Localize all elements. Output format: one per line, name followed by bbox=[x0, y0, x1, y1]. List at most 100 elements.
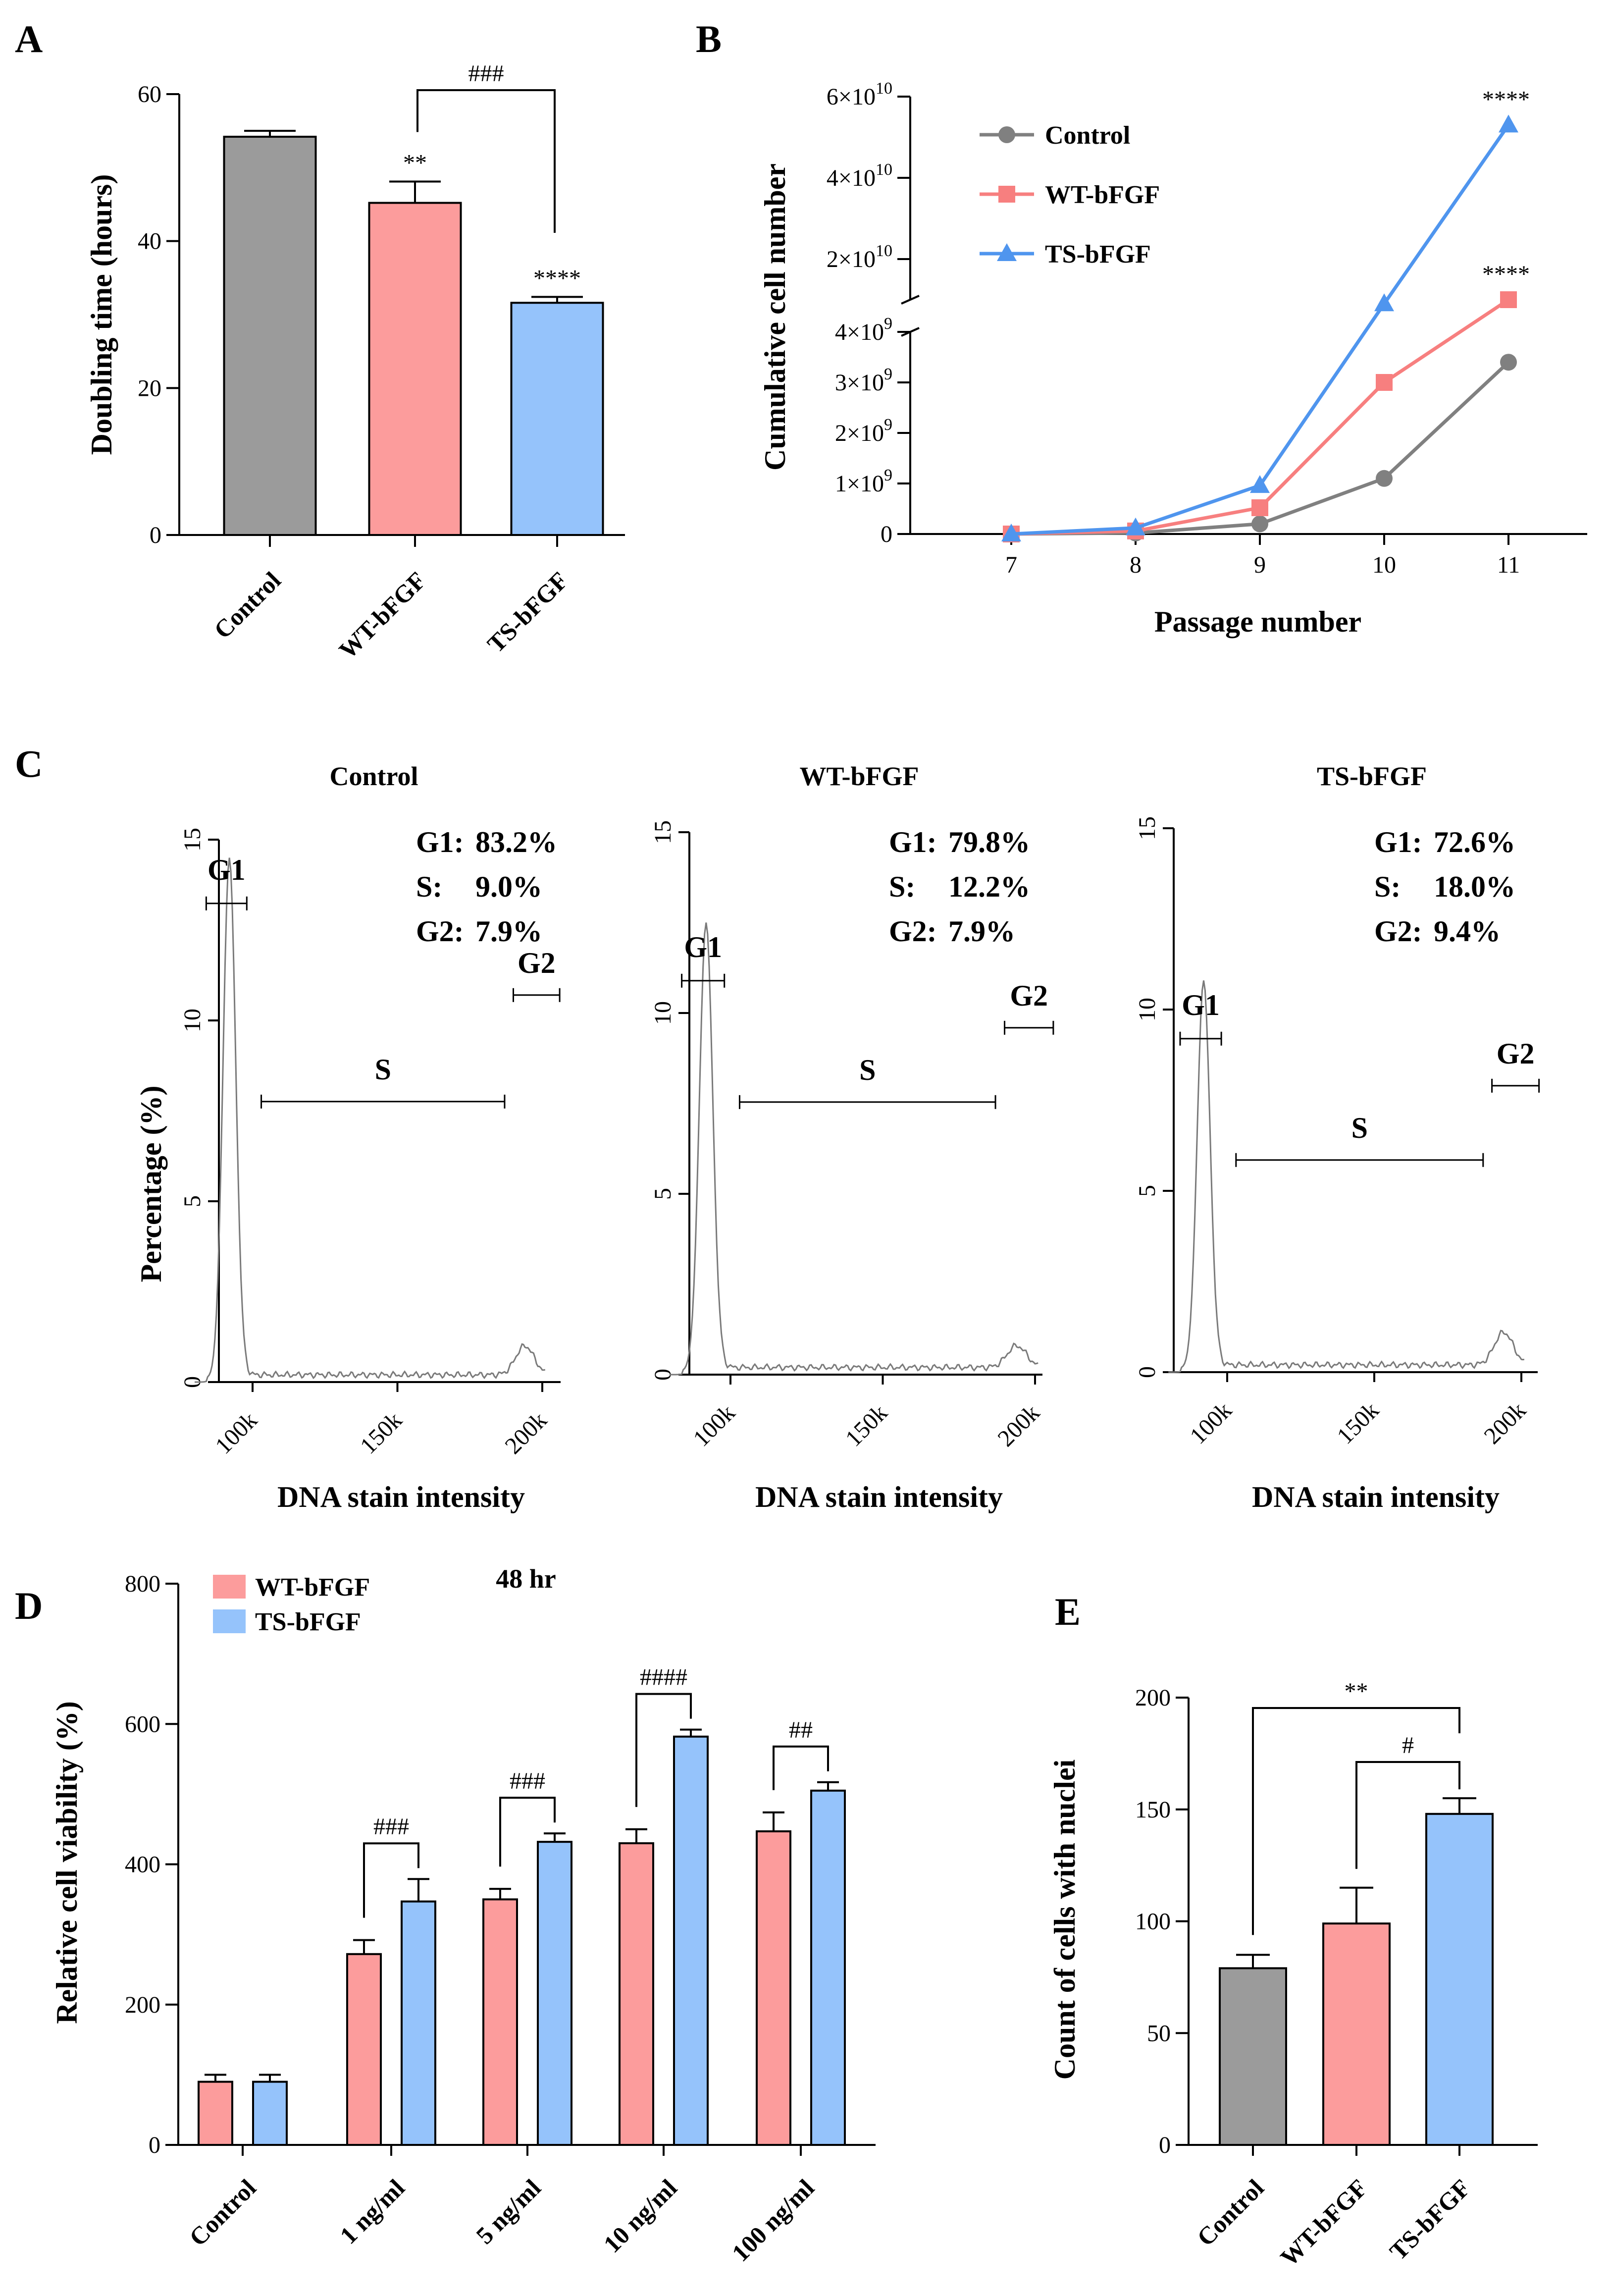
panel-c-y-title: Percentage (%) bbox=[135, 1085, 167, 1282]
panel-d-y-title: Relative cell viability (%) bbox=[51, 1701, 83, 2024]
panel-d-bracket-3: #### bbox=[635, 1664, 692, 1807]
gate-g2-label: G2 bbox=[518, 947, 556, 979]
panel-c-x-title: DNA stain intensity bbox=[1252, 1481, 1500, 1513]
panel-c-histogram-curve bbox=[195, 857, 546, 1383]
panel-c-x-tick-label: 150k bbox=[840, 1399, 892, 1451]
panel-c-x-title: DNA stain intensity bbox=[277, 1481, 525, 1513]
panel-c-x-title: DNA stain intensity bbox=[755, 1481, 1003, 1513]
panel-c-histogram-title: Control bbox=[329, 761, 418, 791]
panel-d-bar-1-4 bbox=[810, 1789, 846, 2146]
panel-c-x-tick-label: 200k bbox=[1479, 1397, 1531, 1449]
panel-d-y-tick-label: 0 bbox=[149, 2132, 160, 2158]
panel-a-y-tick-label: 40 bbox=[138, 228, 161, 255]
panel-c-phase-value: 83.2% bbox=[475, 826, 557, 858]
panel-c-y-tick-label: 15 bbox=[1134, 816, 1160, 840]
panel-d-bracket-1: ### bbox=[363, 1814, 419, 1918]
panel-b-legend-label-0: Control bbox=[1045, 121, 1130, 150]
panel-d-legend-swatch-0 bbox=[213, 1575, 246, 1599]
panel-b-legend-marker-0 bbox=[998, 126, 1015, 143]
panel-c-y-tick-label: 5 bbox=[179, 1195, 206, 1207]
gate-g1-label: G1 bbox=[1182, 989, 1220, 1021]
panel-d-legend-label-0: WT-bFGF bbox=[255, 1573, 370, 1602]
panel-c-x-tick-label: 100k bbox=[688, 1399, 740, 1451]
panel-letter-b: B bbox=[696, 17, 722, 60]
panel-c-phase-value: 7.9% bbox=[475, 915, 542, 948]
panel-c-x-tick-label: 100k bbox=[210, 1407, 262, 1459]
panel-c-phase-label: G2: bbox=[889, 915, 937, 948]
panel-b-y-tick-label: 4×109 bbox=[835, 315, 892, 345]
panel-b-point-1-3 bbox=[1376, 374, 1393, 391]
panel-a-bracket: ### bbox=[416, 60, 556, 233]
panel-d-bracket-2-label: ### bbox=[510, 1768, 545, 1794]
panel-d-bracket-1-line bbox=[363, 1842, 419, 1918]
panel-d-bracket-2-line bbox=[499, 1797, 556, 1867]
panel-d-bar-1-2 bbox=[537, 1841, 572, 2146]
panel-e-bar-0 bbox=[1219, 1967, 1287, 2146]
panel-c-y-tick-label: 5 bbox=[650, 1188, 676, 1200]
panel-d-bracket-4-line bbox=[773, 1745, 829, 1790]
panel-b-y-tick-label: 3×109 bbox=[835, 365, 892, 396]
panel-d-y-tick-label: 200 bbox=[125, 1992, 160, 2018]
panel-letter-a: A bbox=[15, 17, 43, 60]
panel-d-bar-1-1 bbox=[401, 1900, 436, 2146]
panel-e-y-tick-label: 50 bbox=[1147, 2020, 1171, 2046]
panel-b-legend-label-2: TS-bFGF bbox=[1045, 240, 1151, 268]
panel-e-bracket-1: # bbox=[1355, 1732, 1460, 1869]
panel-d-bar-0-4 bbox=[756, 1830, 791, 2146]
panel-a-y-tick-label: 60 bbox=[138, 81, 161, 107]
panel-c-phase-value: 72.6% bbox=[1434, 826, 1515, 858]
panel-c-histogram-title: WT-bFGF bbox=[799, 761, 919, 791]
panel-c-phase-label: G1: bbox=[1374, 826, 1422, 858]
panel-e-bracket-1-line bbox=[1355, 1761, 1460, 1869]
gate-g1-label: G1 bbox=[208, 854, 246, 886]
panel-c-y-tick-label: 0 bbox=[1134, 1366, 1160, 1378]
panel-d-y-tick-label: 600 bbox=[125, 1711, 160, 1737]
panel-a-category-label: TS-bFGF bbox=[482, 566, 573, 658]
panel-e-y-title: Count of cells with nuclei bbox=[1048, 1760, 1081, 2080]
panel-c-phase-label: S: bbox=[1374, 870, 1401, 903]
panel-c-histogram-curve bbox=[1168, 980, 1525, 1373]
panel-c-phase-value: 9.4% bbox=[1434, 915, 1501, 948]
panel-c-phase-label: G1: bbox=[416, 826, 464, 858]
panel-a-bar-2 bbox=[510, 302, 604, 536]
panel-e-bar-1 bbox=[1322, 1922, 1391, 2146]
panel-b-x-title: Passage number bbox=[1154, 605, 1361, 638]
panel-e-y-tick-label: 200 bbox=[1135, 1685, 1171, 1711]
panel-d-bracket-4: ## bbox=[773, 1717, 829, 1790]
gate-g2-label: G2 bbox=[1010, 979, 1048, 1012]
panel-a-significance-1: ** bbox=[403, 150, 427, 176]
panel-d-legend-swatch-1 bbox=[213, 1609, 246, 1633]
panel-d-category-label: 1 ng/ml bbox=[334, 2174, 410, 2249]
panel-c-y-tick-label: 15 bbox=[179, 828, 206, 852]
panel-c-phase-value: 18.0% bbox=[1434, 870, 1515, 903]
panel-b-x-tick-label: 7 bbox=[1005, 552, 1017, 578]
panel-a-bar-0 bbox=[223, 136, 317, 536]
panel-b-significance-0: **** bbox=[1482, 86, 1530, 112]
panel-e-y-tick-label: 100 bbox=[1135, 1909, 1171, 1935]
panel-e-bracket-1-label: # bbox=[1402, 1732, 1414, 1759]
panel-e-bar-2 bbox=[1425, 1813, 1494, 2146]
panel-b-legend-marker-2 bbox=[997, 243, 1017, 261]
panel-c-y-tick-label: 10 bbox=[1134, 998, 1160, 1021]
panel-e-category-label: WT-bFGF bbox=[1275, 2174, 1372, 2271]
panel-e-category-label: TS-bFGF bbox=[1384, 2174, 1476, 2265]
panel-c-phase-label: G1: bbox=[889, 826, 937, 858]
panel-b-x-tick-label: 9 bbox=[1254, 552, 1266, 578]
panel-b-x-tick-label: 10 bbox=[1372, 552, 1396, 578]
panel-letter-c: C bbox=[15, 742, 43, 785]
panel-c-phase-value: 12.2% bbox=[948, 870, 1030, 903]
panel-d-bar-1-3 bbox=[673, 1735, 709, 2146]
panel-b-point-1-4 bbox=[1500, 291, 1517, 308]
panel-c-x-tick-label: 200k bbox=[992, 1399, 1044, 1451]
gate-s-label: S bbox=[1351, 1112, 1368, 1144]
panel-c-phase-label: G2: bbox=[416, 915, 464, 948]
panel-b-point-2-0 bbox=[1001, 524, 1021, 541]
panel-d-bracket-1-label: ### bbox=[373, 1814, 409, 1840]
panel-d-bracket-3-line bbox=[635, 1693, 692, 1807]
panel-d-title: 48 hr bbox=[496, 1564, 556, 1594]
panel-a-category-label: WT-bFGF bbox=[333, 566, 431, 664]
panel-c-phase-label: S: bbox=[416, 870, 442, 903]
